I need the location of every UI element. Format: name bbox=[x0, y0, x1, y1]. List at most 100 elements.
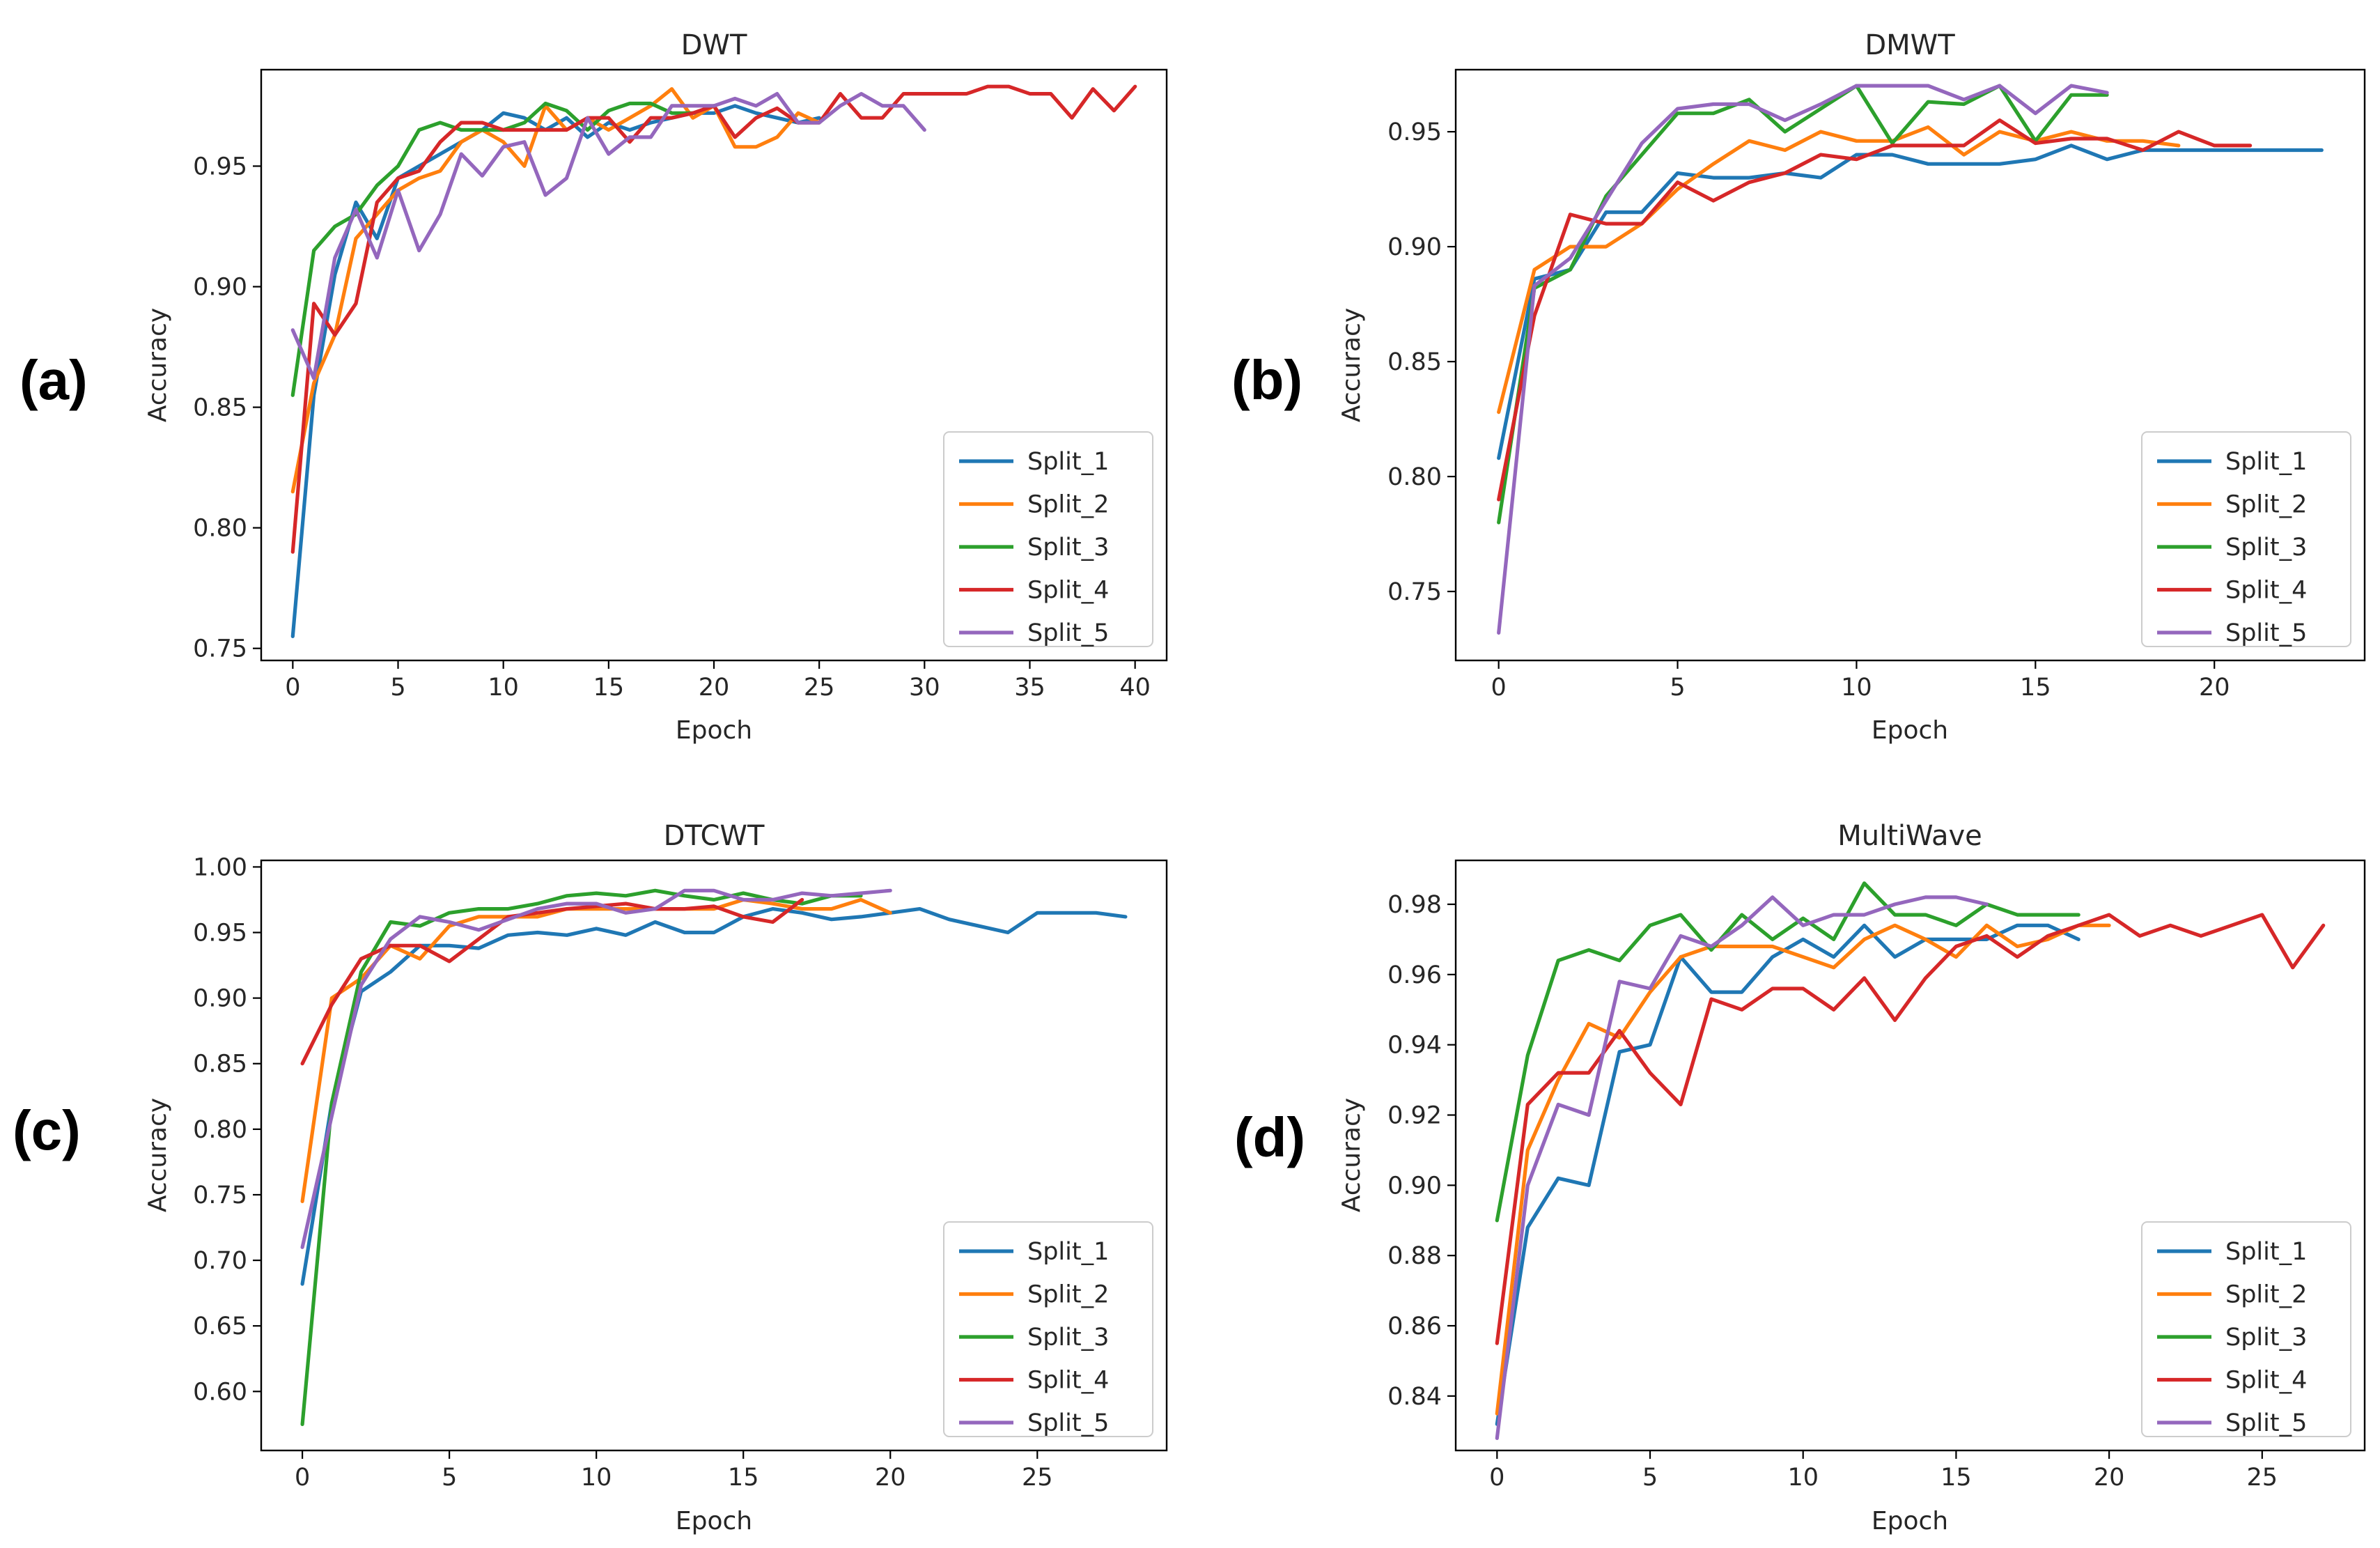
x-axis-label: Epoch bbox=[1872, 716, 1948, 745]
legend-label: Split_4 bbox=[1027, 577, 1109, 605]
y-tick-label: 0.90 bbox=[193, 985, 247, 1013]
y-tick-label: 0.94 bbox=[1387, 1032, 1442, 1060]
y-tick-label: 0.80 bbox=[1387, 463, 1442, 491]
x-tick-label: 25 bbox=[2247, 1464, 2278, 1492]
x-tick-label: 10 bbox=[581, 1464, 612, 1492]
x-tick-label: 10 bbox=[1841, 674, 1872, 702]
legend-label: Split_2 bbox=[2225, 491, 2307, 519]
legend-label: Split_1 bbox=[1027, 1238, 1109, 1266]
x-axis-label: Epoch bbox=[1872, 1507, 1948, 1535]
y-tick-label: 0.75 bbox=[193, 1182, 247, 1209]
legend: Split_1 Split_2 Split_3 Split_4 Split_5 bbox=[2141, 431, 2351, 647]
legend: Split_1 Split_2 Split_3 Split_4 Split_5 bbox=[943, 431, 1153, 647]
y-tick-label: 0.90 bbox=[1387, 1172, 1442, 1200]
chart-title: DWT bbox=[681, 29, 747, 61]
series-line-split-3 bbox=[1495, 881, 2080, 1223]
panel-label: (d) bbox=[1234, 1106, 1305, 1168]
legend-label: Split_5 bbox=[1027, 1409, 1109, 1437]
y-tick-label: 0.70 bbox=[193, 1247, 247, 1275]
x-tick-label: 5 bbox=[1642, 1464, 1658, 1492]
y-tick-label: 0.98 bbox=[1387, 891, 1442, 919]
legend-label: Split_3 bbox=[1027, 534, 1109, 562]
chart-dtcwt: 0 5 10 15 20 25 0.60 0.65 0.70 0.75 0.80 0.85 0.90 0.… bbox=[13, 820, 1168, 1535]
chart-title: DTCWT bbox=[664, 820, 765, 852]
series-line-split-2 bbox=[1497, 125, 2181, 415]
x-tick-label: 20 bbox=[2199, 674, 2230, 702]
legend-box bbox=[943, 1221, 1153, 1437]
series-line-split-5 bbox=[1495, 895, 1989, 1440]
y-tick-label: 0.75 bbox=[193, 635, 247, 663]
legend: Split_1 Split_2 Split_3 Split_4 Split_5 bbox=[2141, 1221, 2351, 1437]
axes-frame bbox=[1454, 859, 2366, 1452]
series-line-split-1 bbox=[1497, 144, 2324, 460]
x-tick-label: 15 bbox=[593, 674, 625, 702]
chart-multiwave: 0 5 10 15 20 25 0.84 0.86 0.88 0.90 0.92 0.94 0.96 0.… bbox=[1234, 820, 2366, 1535]
legend-label: Split_2 bbox=[1027, 491, 1109, 519]
legend-label: Split_3 bbox=[1027, 1324, 1109, 1352]
y-tick-label: 0.65 bbox=[193, 1313, 247, 1340]
legend-label: Split_2 bbox=[1027, 1281, 1109, 1309]
legend-label: Split_3 bbox=[2225, 534, 2307, 562]
series-line-split-2 bbox=[1495, 923, 2111, 1416]
y-tick-label: 0.80 bbox=[193, 515, 247, 543]
x-tick-label: 0 bbox=[285, 674, 300, 702]
series-line-split-1 bbox=[1495, 923, 2080, 1426]
series-line-split-5 bbox=[300, 888, 892, 1249]
y-tick-label: 0.88 bbox=[1387, 1242, 1442, 1270]
x-tick-label: 0 bbox=[1489, 1464, 1504, 1492]
y-tick-label: 0.86 bbox=[1387, 1313, 1442, 1340]
legend-label: Split_4 bbox=[1027, 1367, 1109, 1395]
y-tick-label: 1.00 bbox=[193, 853, 247, 881]
axes-frame bbox=[1454, 68, 2366, 662]
y-tick-label: 0.60 bbox=[193, 1378, 247, 1406]
chart-dmwt: 0 5 10 15 200.750.800.850.900.95 DMWT Epoch … bbox=[1231, 29, 2366, 745]
legend-box bbox=[943, 431, 1153, 647]
x-tick-label: 20 bbox=[875, 1464, 906, 1492]
x-tick-label: 20 bbox=[699, 674, 730, 702]
y-tick-label: 0.80 bbox=[193, 1116, 247, 1144]
legend-label: Split_5 bbox=[1027, 619, 1109, 647]
legend: Split_1 Split_2 Split_3 Split_4 Split_5 bbox=[943, 1221, 1153, 1437]
series-line-split-1 bbox=[300, 906, 1128, 1286]
x-tick-label: 10 bbox=[488, 674, 519, 702]
y-tick-label: 0.85 bbox=[193, 394, 247, 422]
series-line-split-2 bbox=[290, 87, 821, 494]
series-line-split-5 bbox=[290, 92, 926, 380]
x-axis-label: Epoch bbox=[676, 1507, 752, 1535]
x-tick-label: 25 bbox=[1022, 1464, 1053, 1492]
legend-label: Split_1 bbox=[1027, 448, 1109, 476]
panel-label: (b) bbox=[1231, 349, 1302, 411]
x-tick-label: 0 bbox=[1491, 674, 1507, 702]
x-tick-label: 0 bbox=[295, 1464, 310, 1492]
y-tick-label: 0.92 bbox=[1387, 1102, 1442, 1130]
series-line-split-4 bbox=[1495, 913, 2326, 1345]
legend-label: Split_5 bbox=[2225, 619, 2307, 647]
chart-dwt: 0 5 10 15 20 25 30 35 40 0.75 0.80 0.85 0.90 0.95 DWT… bbox=[20, 29, 1168, 745]
series-line-split-3 bbox=[1497, 84, 2109, 525]
legend-label: Split_3 bbox=[2225, 1324, 2307, 1352]
legend-box bbox=[2141, 1221, 2351, 1437]
y-tick-label: 0.90 bbox=[193, 274, 247, 302]
y-axis-label: Accuracy bbox=[1337, 308, 1366, 422]
axes-frame bbox=[260, 859, 1168, 1452]
x-tick-label: 15 bbox=[1940, 1464, 1972, 1492]
x-tick-label: 5 bbox=[442, 1464, 457, 1492]
x-tick-label: 5 bbox=[1670, 674, 1685, 702]
series-line-split-3 bbox=[290, 101, 695, 397]
series-line-split-5 bbox=[1497, 84, 2109, 635]
x-tick-label: 40 bbox=[1119, 674, 1151, 702]
y-tick-label: 0.95 bbox=[193, 920, 247, 947]
y-tick-label: 0.95 bbox=[1387, 118, 1442, 146]
y-tick-label: 0.85 bbox=[193, 1051, 247, 1078]
legend-label: Split_4 bbox=[2225, 1367, 2307, 1395]
panel-label: (a) bbox=[20, 349, 88, 411]
y-tick-label: 0.85 bbox=[1387, 348, 1442, 376]
y-tick-label: 0.90 bbox=[1387, 233, 1442, 261]
y-tick-label: 0.96 bbox=[1387, 961, 1442, 989]
x-tick-label: 15 bbox=[2020, 674, 2051, 702]
legend-label: Split_2 bbox=[2225, 1281, 2307, 1309]
y-axis-label: Accuracy bbox=[143, 1098, 172, 1212]
legend-box bbox=[2141, 431, 2351, 647]
legend-label: Split_1 bbox=[2225, 1238, 2307, 1266]
x-tick-label: 5 bbox=[390, 674, 405, 702]
